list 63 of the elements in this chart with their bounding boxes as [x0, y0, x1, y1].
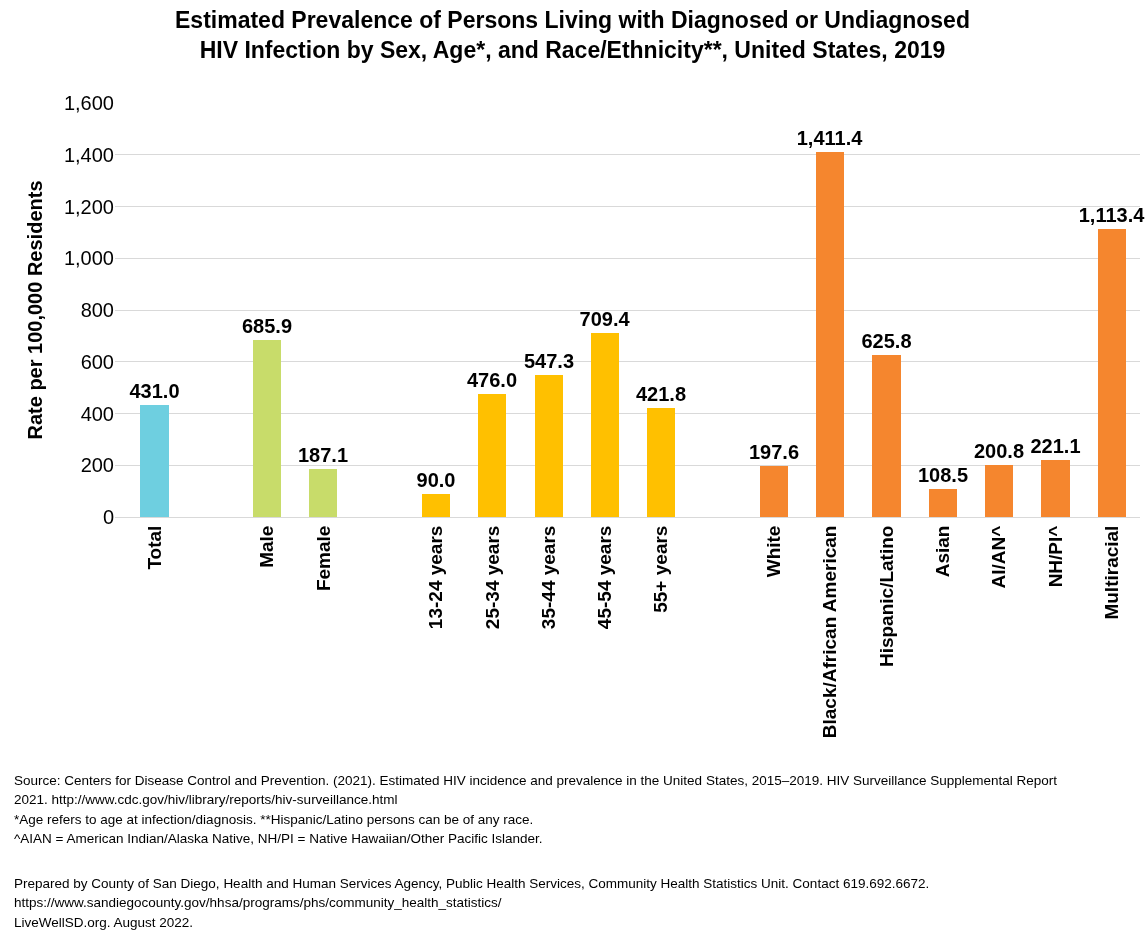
data-label: 1,113.4 [1078, 204, 1145, 226]
x-tick-label: 35-44 years [537, 525, 559, 630]
x-tick-label: 45-54 years [594, 525, 616, 630]
x-tick-label: 13-24 years [425, 525, 447, 630]
bar [478, 394, 506, 517]
data-label: 431.0 [129, 380, 180, 402]
x-tick-label: 25-34 years [481, 525, 503, 630]
x-tick-label: AI/AN^ [988, 525, 1010, 589]
y-tick-label: 600 [80, 350, 114, 373]
x-tick-label: Hispanic/Latino [875, 525, 897, 668]
text: ^AIAN = American Indian/Alaska Native, NH/PI = Native Hawaiian/Other Pacific Islander. [14, 831, 543, 846]
text: https://www.sandiegocounty.gov/hhsa/programs/phs/community_health_statistics/ [14, 895, 502, 910]
bar [1041, 460, 1070, 517]
data-label: 221.1 [1030, 435, 1081, 457]
data-label: 625.8 [861, 330, 912, 352]
x-tick-label: White [763, 525, 785, 578]
y-tick-label: 1,200 [63, 195, 114, 218]
chart-title: Estimated Prevalence of Persons Living with Diagnosed or Undiagnosed HIV Infection by Sex, Age*, and Race/Ethnicity**, United States, 2019 [175, 7, 970, 63]
bar [760, 466, 788, 517]
text: 2021. http://www.cdc.gov/hiv/library/reports/hiv-surveillance.html [14, 792, 398, 807]
data-label: 1,411.4 [796, 127, 864, 149]
y-tick-label: 1,400 [63, 143, 114, 166]
source-note: Source: Centers for Disease Control and Prevention. (2021). Estimated HIV incidence and prevalence in the United States, 2015–2019. HIV Surveillance Supplemental Report [14, 773, 1058, 788]
data-label: 197.6 [748, 441, 800, 463]
text: LiveWellSD.org. August 2022. [14, 915, 194, 930]
bar [253, 340, 281, 517]
data-label: 547.3 [523, 350, 575, 372]
text: *Age refers to age at infection/diagnosis. **Hispanic/Latino persons can be of any race. [14, 812, 534, 827]
bar [535, 375, 563, 517]
bar [816, 152, 844, 517]
data-label: 108.5 [917, 464, 969, 486]
bar [422, 494, 450, 517]
data-label: 476.0 [466, 369, 518, 391]
data-label: 90.0 [416, 469, 456, 491]
data-label: 187.1 [297, 444, 349, 466]
y-tick-label: 400 [80, 402, 114, 425]
data-label: 709.4 [579, 308, 631, 330]
y-tick-label: 1,600 [63, 92, 114, 114]
bar [647, 408, 675, 517]
bar [309, 469, 337, 517]
x-tick-label: Black/African American [819, 525, 841, 739]
x-tick-label: Asian [932, 525, 954, 578]
bar [591, 333, 619, 517]
bar [985, 465, 1013, 517]
x-tick-label: NH/PI^ [1044, 525, 1066, 588]
x-tick-label: Multiracial [1101, 525, 1123, 620]
y-tick-label: 800 [80, 299, 114, 321]
bar [140, 405, 169, 517]
x-tick-label: Male [256, 525, 278, 568]
x-tick-label: 55+ years [650, 525, 672, 613]
data-label: 685.9 [241, 315, 293, 337]
y-axis-title: Rate per 100,000 Residents [24, 180, 47, 440]
x-tick-label: Total [143, 525, 165, 570]
data-label: 200.8 [973, 440, 1025, 462]
y-tick-label: 0 [102, 506, 114, 528]
bar [929, 489, 957, 517]
text: Prepared by County of San Diego, Health and Human Services Agency, Public Health Services, Community Health Statistics Unit. Contact 619.692.6672. [14, 876, 930, 891]
y-tick-label: 200 [80, 454, 114, 477]
y-tick-label: 1,000 [63, 247, 114, 270]
data-label: 421.8 [635, 383, 687, 405]
x-tick-label: Female [312, 525, 334, 592]
bar [1098, 229, 1126, 517]
bar [872, 355, 901, 517]
